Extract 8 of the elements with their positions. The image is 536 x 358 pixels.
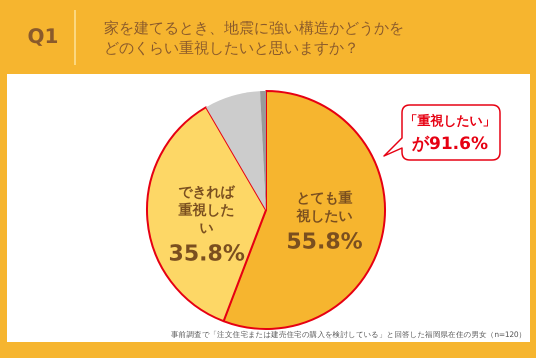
text: が91.6% [411,133,489,155]
chart-title: 家を建てるとき、地震に強い構造かどうかをどのくらい重視したいと思いますか？ [104,18,405,58]
data-label: 35.8% [168,242,245,267]
text: 「重視したい」 [404,112,496,130]
data-label: 55.8% [286,230,363,254]
slice-label: できれば重視したい [178,184,236,236]
slice-label: とても重視したい [296,190,353,224]
chart-subtitle: Q1 [26,24,60,48]
